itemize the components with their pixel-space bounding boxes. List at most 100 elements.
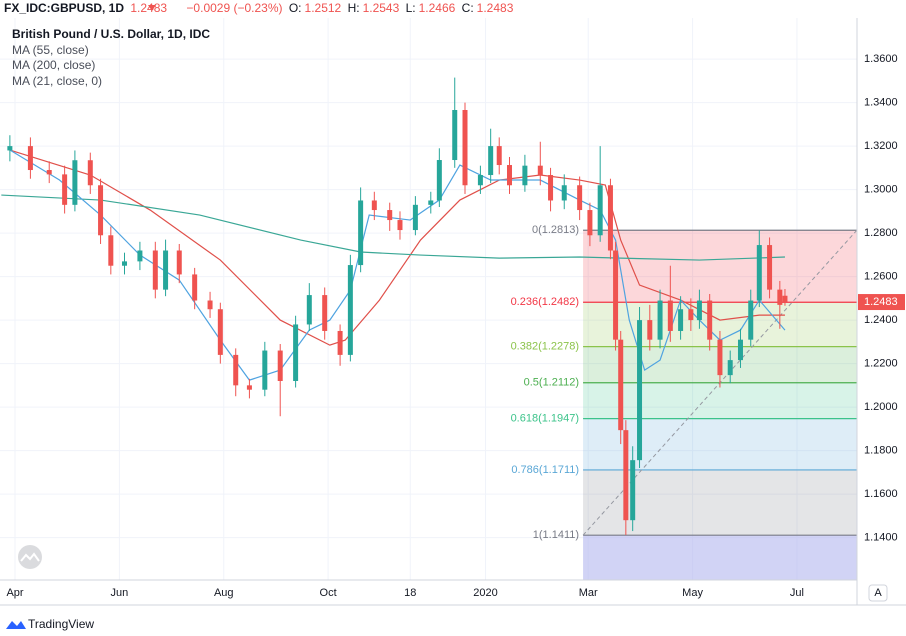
- candle-body: [688, 309, 694, 321]
- candle-body: [477, 175, 483, 186]
- candle-body: [522, 165, 528, 186]
- x-tick-label: 2020: [473, 587, 497, 599]
- last-price: 1.2483: [130, 1, 168, 15]
- ohlc-label: H:: [347, 1, 360, 15]
- candle-body: [748, 300, 754, 340]
- candle-body: [657, 300, 663, 340]
- x-tick-label: 18: [404, 587, 416, 599]
- fib-band: [583, 418, 857, 470]
- candle-body: [412, 204, 418, 231]
- brand[interactable]: TradingView: [28, 617, 95, 631]
- y-tick-label: 1.3600: [864, 53, 898, 65]
- y-tick-label: 1.2600: [864, 271, 898, 283]
- x-tick-label: May: [682, 587, 703, 599]
- candle-body: [678, 309, 684, 331]
- candle-body: [613, 250, 619, 340]
- candle-body: [607, 185, 613, 251]
- candle-body: [587, 210, 593, 236]
- candle-body: [347, 265, 353, 355]
- candle-body: [262, 350, 268, 390]
- candle-body: [696, 300, 702, 321]
- candle-body: [7, 146, 13, 151]
- auto-scale-button[interactable]: [868, 584, 888, 602]
- candle-body: [163, 250, 169, 290]
- candle-body: [717, 339, 723, 376]
- candle-body: [217, 309, 223, 355]
- ohlc-label: O:: [288, 1, 302, 15]
- y-tick-label: 1.1600: [864, 488, 898, 500]
- candle-body: [727, 360, 733, 376]
- candle-body: [72, 160, 78, 205]
- ohlc-value: 1.2543: [362, 1, 400, 15]
- fib-label: 1(1.1411): [533, 529, 579, 541]
- candle-body: [192, 274, 198, 301]
- candle-body: [137, 250, 143, 262]
- ma-line: [9, 149, 785, 346]
- candle-body: [452, 109, 458, 161]
- candle-body: [618, 339, 624, 431]
- ohlc-label: L:: [405, 1, 416, 15]
- candle-body: [496, 146, 502, 166]
- y-tick-label: 1.3200: [864, 140, 898, 152]
- candle-body: [306, 295, 312, 325]
- fib-label: 0(1.2813): [532, 224, 579, 236]
- candle-body: [122, 261, 128, 266]
- candle-body: [371, 200, 377, 211]
- symbol: FX_IDC:GBPUSD, 1D: [4, 1, 125, 15]
- candle-body: [387, 210, 393, 221]
- candle-body: [322, 295, 328, 331]
- candle-body: [358, 200, 364, 266]
- candle-body: [98, 185, 104, 236]
- header: FX_IDC:GBPUSD, 1D 1.2483 −0.0029 (−0.23%…: [4, 1, 516, 15]
- down-arrow-icon: [148, 5, 156, 11]
- candle-body: [506, 165, 512, 186]
- ohlc-value: 1.2483: [476, 1, 514, 15]
- y-tick-label: 1.2000: [864, 401, 898, 413]
- candle-body: [46, 170, 52, 175]
- fib-label: 0.618(1.1947): [511, 413, 580, 425]
- candle-body: [87, 160, 93, 186]
- legend-entry: MA (200, close): [12, 58, 96, 72]
- x-tick-label: Oct: [320, 587, 337, 599]
- candle-body: [152, 250, 158, 290]
- candle-body: [277, 350, 283, 381]
- candle-body: [428, 200, 434, 205]
- x-tick-label: Jun: [111, 587, 129, 599]
- candle-body: [782, 295, 788, 303]
- candle-body: [207, 300, 213, 310]
- legend-entry: MA (21, close, 0): [12, 73, 103, 88]
- x-tick-label: Aug: [214, 587, 234, 599]
- candle-body: [647, 320, 653, 340]
- candle-body: [737, 339, 743, 361]
- y-tick-label: 1.1400: [864, 531, 898, 543]
- x-tick-label: Jul: [790, 587, 804, 599]
- auto-scale-label[interactable]: A: [874, 587, 882, 599]
- candle-body: [548, 175, 554, 201]
- fib-band: [583, 469, 857, 536]
- candle-body: [233, 354, 239, 386]
- candle-body: [561, 185, 567, 201]
- candle-body: [623, 430, 629, 521]
- candle-body: [176, 250, 182, 275]
- fib-band: [583, 230, 857, 303]
- candle-body: [630, 460, 636, 521]
- ma-line: [1, 194, 785, 261]
- x-tick-label: Mar: [579, 587, 598, 599]
- fib-label: 0.5(1.2112): [524, 377, 579, 389]
- plot: 0(1.2813) 0.236(1.2482) 0.382(1.2278) 0.5(1…: [0, 18, 858, 580]
- legend: British Pound / U.S. Dollar, 1D, IDC MA …: [12, 27, 210, 89]
- watermark-icon: [18, 545, 42, 569]
- price-tag-label: 1.2483: [864, 296, 898, 308]
- ohlc-value: 1.2466: [418, 1, 456, 15]
- candle-body: [246, 385, 252, 390]
- fib-label: 0.786(1.1711): [511, 464, 579, 476]
- candle-body: [293, 324, 299, 381]
- y-tick-label: 1.2200: [864, 358, 898, 370]
- candle-body: [577, 185, 583, 211]
- fib-band: [583, 382, 857, 419]
- price-tag: [858, 294, 905, 311]
- fib-band: [583, 535, 857, 580]
- candle-body: [667, 300, 673, 331]
- candle-body: [397, 220, 403, 231]
